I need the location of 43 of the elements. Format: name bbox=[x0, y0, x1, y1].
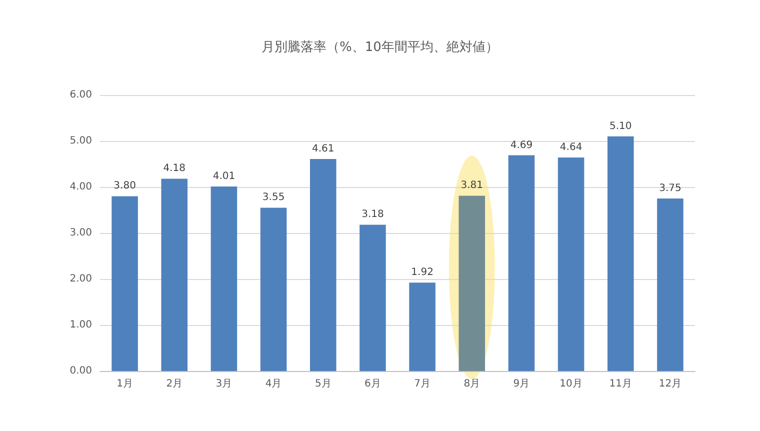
y-tick-label: 0.00 bbox=[70, 366, 92, 376]
data-label: 4.69 bbox=[510, 140, 533, 151]
chart-title: 月別騰落率（%、10年間平均、絶対値） bbox=[262, 39, 498, 55]
y-tick-label: 5.00 bbox=[70, 136, 92, 146]
x-tick-label: 11月 bbox=[609, 378, 632, 390]
x-tick-label: 4月 bbox=[265, 378, 282, 390]
data-label: 3.18 bbox=[362, 209, 384, 220]
bar bbox=[360, 224, 386, 371]
bar bbox=[657, 198, 684, 371]
x-tick-label: 10月 bbox=[560, 378, 582, 390]
x-tick-label: 2月 bbox=[166, 378, 183, 390]
x-tick-label: 1月 bbox=[116, 378, 133, 390]
bar bbox=[310, 158, 336, 371]
data-label: 5.10 bbox=[609, 120, 632, 132]
data-label: 4.01 bbox=[212, 171, 236, 182]
x-tick-label: 6月 bbox=[364, 378, 381, 390]
y-tick-label: 1.00 bbox=[70, 320, 92, 330]
x-tick-label: 12月 bbox=[658, 378, 682, 390]
bar bbox=[409, 282, 436, 371]
data-label: 4.64 bbox=[560, 142, 582, 154]
data-label: 4.61 bbox=[312, 143, 334, 154]
data-label: 4.18 bbox=[163, 163, 186, 174]
y-tick-label: 2.00 bbox=[70, 274, 92, 284]
bar bbox=[161, 178, 188, 371]
data-label: 3.75 bbox=[659, 183, 682, 194]
x-tick-label: 5月 bbox=[314, 378, 332, 390]
data-label: 3.81 bbox=[460, 180, 484, 192]
bar bbox=[508, 155, 535, 371]
bar bbox=[112, 196, 138, 371]
bar bbox=[558, 158, 584, 371]
data-label: 3.55 bbox=[262, 192, 285, 204]
x-tick-label: 9月 bbox=[513, 378, 530, 390]
y-tick-label: 4.00 bbox=[70, 182, 92, 192]
x-tick-label: 8月 bbox=[464, 378, 480, 390]
y-tick-label: 6.00 bbox=[70, 90, 92, 100]
data-label: 1.92 bbox=[411, 267, 434, 278]
bar bbox=[260, 208, 287, 371]
bar bbox=[210, 186, 238, 371]
y-tick-label: 3.00 bbox=[70, 228, 92, 238]
x-tick-label: 3月 bbox=[216, 378, 232, 390]
data-label: 3.80 bbox=[114, 180, 136, 192]
bar bbox=[607, 136, 634, 371]
x-tick-label: 7月 bbox=[414, 378, 430, 390]
